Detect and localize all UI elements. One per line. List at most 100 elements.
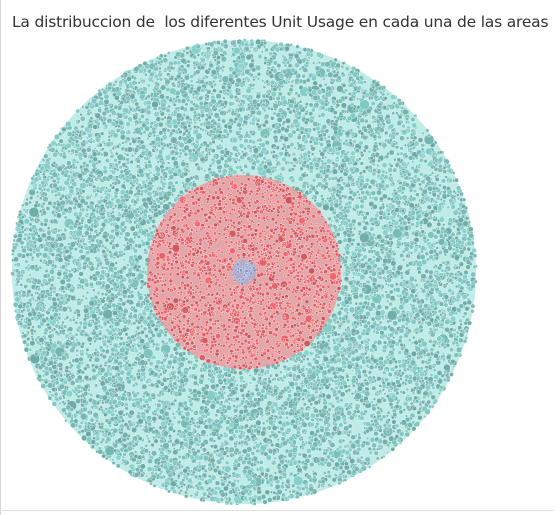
bubble-mark[interactable] [73, 247, 78, 252]
bubble-mark[interactable] [390, 446, 396, 452]
bubble-mark[interactable] [126, 378, 132, 385]
bubble-mark[interactable] [171, 365, 175, 370]
bubble-mark[interactable] [81, 294, 85, 298]
bubble-mark[interactable] [26, 235, 32, 241]
bubble-mark[interactable] [439, 198, 443, 202]
bubble-mark[interactable] [80, 124, 85, 129]
bubble-mark[interactable] [69, 363, 74, 368]
bubble-mark[interactable] [250, 451, 256, 456]
bubble-mark[interactable] [297, 452, 302, 457]
bubble-mark[interactable] [341, 469, 346, 474]
bubble-mark[interactable] [25, 197, 29, 202]
bubble-mark[interactable] [228, 402, 231, 405]
bubble-mark[interactable] [281, 465, 285, 469]
bubble-mark[interactable] [207, 474, 212, 479]
bubble-mark[interactable] [395, 131, 400, 136]
bubble-mark[interactable] [100, 265, 105, 270]
bubble-mark[interactable] [458, 318, 463, 323]
bubble-mark[interactable] [220, 139, 224, 143]
bubble-mark[interactable] [424, 183, 429, 188]
bubble-mark[interactable] [415, 192, 420, 197]
bubble-mark[interactable] [157, 368, 162, 373]
bubble-mark[interactable] [198, 95, 204, 101]
bubble-mark[interactable] [119, 336, 124, 341]
bubble-mark[interactable] [369, 436, 376, 443]
bubble-mark[interactable] [288, 489, 292, 494]
bubble-mark[interactable] [289, 161, 294, 166]
bubble-mark[interactable] [113, 416, 119, 421]
bubble-mark[interactable] [97, 280, 103, 286]
bubble-mark[interactable] [421, 131, 425, 135]
bubble-mark[interactable] [435, 246, 439, 250]
bubble-mark[interactable] [442, 185, 447, 190]
bubble-mark[interactable] [105, 288, 109, 293]
bubble-mark[interactable] [163, 67, 168, 71]
bubble-mark[interactable] [238, 409, 245, 415]
bubble-mark[interactable] [332, 115, 337, 120]
bubble-mark[interactable] [86, 410, 91, 415]
bubble-mark[interactable] [147, 458, 153, 465]
bubble-mark[interactable] [378, 320, 383, 325]
bubble-mark[interactable] [326, 334, 331, 339]
bubble-mark[interactable] [325, 393, 332, 400]
bubble-mark[interactable] [294, 91, 299, 96]
bubble-mark[interactable] [278, 107, 284, 113]
bubble-mark[interactable] [177, 154, 183, 159]
bubble-mark[interactable] [52, 151, 58, 158]
bubble-mark[interactable] [386, 410, 391, 415]
bubble-mark[interactable] [45, 187, 51, 193]
bubble-mark[interactable] [152, 134, 157, 138]
bubble-mark[interactable] [342, 252, 346, 256]
bubble-mark[interactable] [346, 304, 350, 308]
bubble-mark[interactable] [313, 198, 317, 203]
bubble-mark[interactable] [341, 194, 345, 198]
bubble-mark[interactable] [414, 381, 420, 387]
bubble-mark[interactable] [388, 289, 394, 295]
bubble-mark[interactable] [40, 383, 47, 389]
bubble-mark[interactable] [61, 400, 65, 404]
bubble-mark[interactable] [68, 317, 73, 323]
bubble-mark[interactable] [361, 169, 367, 174]
bubble-mark[interactable] [231, 137, 238, 144]
bubble-mark[interactable] [322, 77, 326, 81]
bubble-mark[interactable] [244, 423, 249, 429]
bubble-mark[interactable] [256, 138, 260, 142]
bubble-mark[interactable] [449, 372, 454, 377]
bubble-mark[interactable] [36, 194, 40, 198]
bubble-mark[interactable] [129, 225, 136, 232]
bubble-mark[interactable] [313, 359, 320, 365]
bubble-mark[interactable] [77, 119, 81, 123]
bubble-mark[interactable] [142, 266, 146, 271]
bubble-mark[interactable] [418, 182, 422, 187]
bubble-mark[interactable] [401, 123, 406, 129]
bubble-mark[interactable] [63, 228, 68, 233]
bubble-mark[interactable] [114, 187, 120, 193]
bubble-mark[interactable] [402, 408, 406, 412]
bubble-mark[interactable] [417, 251, 422, 256]
bubble-mark[interactable] [209, 496, 216, 502]
bubble-mark[interactable] [410, 401, 414, 406]
bubble-mark[interactable] [189, 494, 193, 498]
bubble-mark[interactable] [75, 353, 79, 357]
bubble-mark[interactable] [319, 142, 324, 147]
bubble-mark[interactable] [238, 137, 243, 141]
bubble-mark[interactable] [373, 431, 379, 437]
bubble-mark[interactable] [397, 318, 402, 323]
bubble-mark[interactable] [273, 471, 277, 475]
bubble-mark[interactable] [416, 410, 422, 415]
bubble-mark[interactable] [203, 469, 208, 473]
bubble-mark[interactable] [338, 465, 344, 471]
bubble-mark[interactable] [156, 160, 160, 164]
bubble-mark[interactable] [65, 315, 70, 320]
bubble-mark[interactable] [372, 329, 376, 334]
bubble-mark[interactable] [436, 194, 441, 198]
bubble-mark[interactable] [344, 66, 350, 71]
bubble-mark[interactable] [452, 171, 456, 175]
bubble-mark[interactable] [41, 158, 46, 162]
bubble-mark[interactable] [297, 414, 302, 418]
bubble-mark[interactable] [285, 117, 291, 124]
bubble-mark[interactable] [336, 70, 340, 74]
bubble-mark[interactable] [427, 231, 435, 239]
bubble-mark[interactable] [159, 381, 165, 387]
bubble-mark[interactable] [78, 321, 83, 325]
